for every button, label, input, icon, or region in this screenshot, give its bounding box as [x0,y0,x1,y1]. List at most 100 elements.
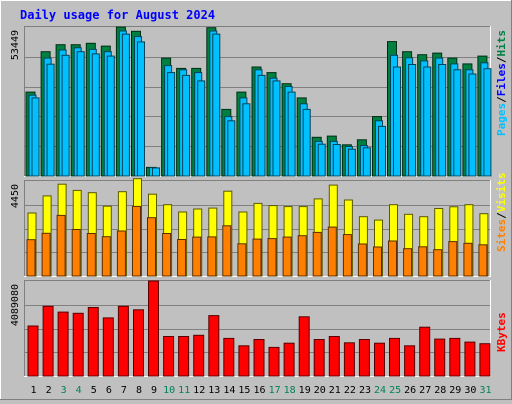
bar-pages-day-26 [408,64,417,177]
bar-sites-day-29 [448,241,458,277]
xtick-label-day-10: 10 [163,385,175,396]
bar-sites-day-5 [86,233,96,277]
bar-pages-day-2 [46,63,55,177]
legend-item-hits: Hits [495,30,508,57]
bar-pages-day-13 [212,33,221,177]
bar-pages-day-6 [106,55,115,177]
bar-kbytes-day-15 [238,345,250,377]
bar-sites-day-22 [342,234,352,277]
bar-pages-day-17 [272,80,281,177]
bar-kbytes-day-20 [313,339,325,377]
ytick-label-kbytes: 4089080 [10,284,21,326]
bar-sites-day-7 [116,230,126,277]
xtick-label-day-8: 8 [136,385,142,396]
panels: 53449Pages/Files/Hits4450Sites/Visits408… [10,26,508,377]
bar-kbytes-day-16 [253,339,265,377]
xtick-label-day-23: 23 [359,385,371,396]
bar-pages-day-16 [257,74,266,177]
bar-pages-day-7 [121,33,130,177]
bar-kbytes-day-31 [479,343,491,377]
bar-pages-day-22 [347,148,356,177]
xtick-label-day-15: 15 [238,385,250,396]
legend-item-separator: / [495,56,508,63]
bar-kbytes-day-26 [404,345,416,377]
bar-kbytes-day-10 [163,336,175,377]
xtick-label-day-16: 16 [253,385,265,396]
xtick-label-day-13: 13 [208,385,220,396]
bar-pages-day-4 [76,51,85,177]
bar-kbytes-day-9 [148,280,159,377]
bar-kbytes-day-4 [72,312,84,377]
bar-pages-day-23 [362,147,371,177]
bar-kbytes-day-8 [133,309,144,377]
xtick-label-day-17: 17 [269,385,281,396]
bar-pages-day-21 [332,144,341,177]
bar-sites-day-4 [71,229,81,277]
bar-sites-day-11 [177,239,187,277]
legend-item-kbytes: KBytes [495,312,508,352]
bar-kbytes-day-23 [358,339,370,377]
bar-pages-day-18 [287,91,296,177]
legend-item-sites: Sites [495,219,508,252]
bar-kbytes-day-3 [57,311,69,377]
bar-pages-day-1 [31,97,40,177]
xtick-label-day-20: 20 [314,385,326,396]
bar-kbytes-day-29 [449,337,461,377]
xtick-label-day-30: 30 [464,385,476,396]
bar-kbytes-day-12 [193,334,205,377]
bar-pages-day-24 [378,125,386,177]
bar-sites-day-26 [403,248,413,277]
bar-sites-day-9 [147,217,156,277]
bar-sites-day-14 [222,225,232,277]
xtick-label-day-9: 9 [151,385,157,396]
bar-sites-day-21 [327,226,337,277]
xtick-label-day-27: 27 [419,385,431,396]
bar-sites-day-31 [478,244,488,277]
bar-kbytes-day-7 [117,305,129,377]
panel-kbytes: 4089080 KBytes [10,280,508,377]
bar-kbytes-day-6 [102,317,114,377]
xtick-label-day-31: 31 [479,385,491,396]
bar-pages-day-12 [197,80,206,177]
bar-kbytes-day-14 [223,337,235,377]
xtick-label-day-22: 22 [344,385,356,396]
bar-kbytes-day-1 [27,325,39,377]
bar-pages-day-25 [393,66,401,177]
bar-kbytes-day-28 [434,338,446,377]
bar-sites-day-17 [267,238,277,277]
xtick-label-day-18: 18 [284,385,296,396]
bar-pages-day-30 [468,73,477,177]
bar-kbytes-day-30 [464,341,476,377]
bar-pages-day-27 [423,66,432,177]
legend-item-visits: Visits [495,173,508,213]
bar-sites-day-3 [56,214,66,277]
bar-sites-day-6 [101,236,111,277]
xtick-label-day-2: 2 [46,385,52,396]
bar-sites-day-19 [297,235,307,277]
bar-pages-day-9 [152,167,160,177]
x-axis: 1 2 3 4 5 6 7 8 9 10 11 12 13 14 15 16 17 18 19 20 21 22 23 24 2… [30,385,491,396]
bar-kbytes-day-25 [389,337,400,377]
chart-title: Daily usage for August 2024 [20,8,215,22]
legend-visits-sites: Sites/Visits [495,173,508,253]
legend-item-separator: / [495,96,508,103]
bar-kbytes-day-17 [268,346,280,377]
bar-pages-day-10 [167,72,176,177]
bar-sites-day-13 [207,236,217,277]
xtick-label-day-24: 24 [374,385,386,396]
bar-pages-day-31 [483,68,492,177]
xtick-label-day-21: 21 [329,385,341,396]
xtick-label-day-11: 11 [178,385,190,396]
xtick-label-day-19: 19 [299,385,311,396]
bar-kbytes-day-13 [208,315,220,377]
xtick-label-day-3: 3 [61,385,67,396]
xtick-label-day-26: 26 [404,385,416,396]
bar-sites-day-16 [252,238,262,277]
xtick-label-day-25: 25 [389,385,401,396]
bar-pages-day-29 [453,69,462,177]
bar-kbytes-day-5 [87,307,99,377]
legend-hits-files-pages: Pages/Files/Hits [495,30,508,136]
bar-sites-day-24 [373,246,382,277]
xtick-label-day-1: 1 [30,385,36,396]
